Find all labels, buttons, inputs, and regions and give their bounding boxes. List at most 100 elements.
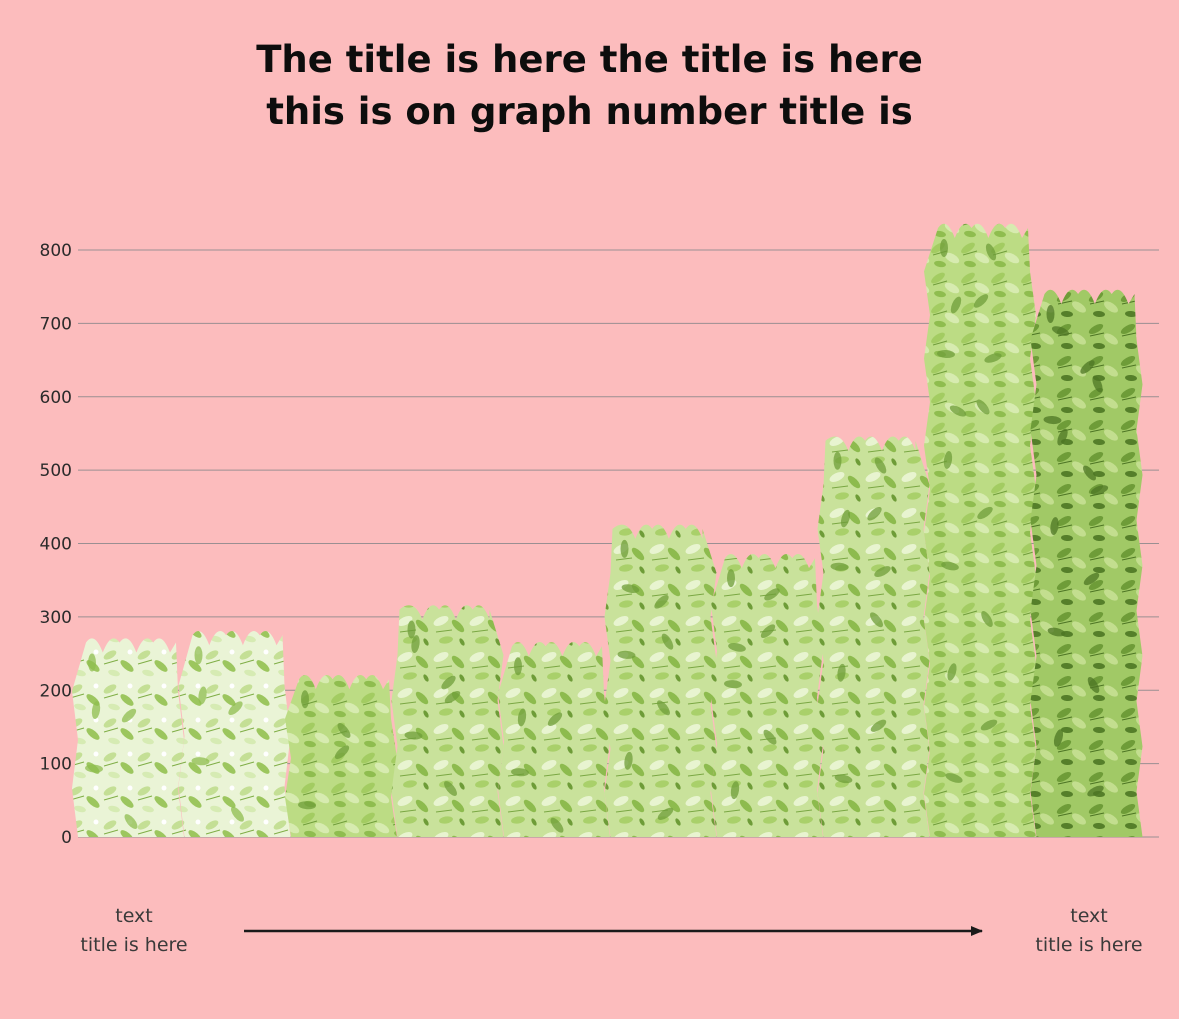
- leaf-icon: [1043, 415, 1062, 425]
- leaf-icon: [874, 457, 887, 474]
- leaf-icon: [945, 773, 963, 783]
- leaf-icon: [231, 806, 244, 822]
- caption-left: text title is here: [54, 902, 214, 960]
- caption-left-line-2: title is here: [80, 934, 188, 956]
- leaf-icon: [517, 708, 527, 727]
- leaf-icon: [977, 506, 993, 520]
- leaf-icon: [1046, 305, 1055, 324]
- leaf-icon: [441, 675, 456, 690]
- caption-right: text title is here: [1009, 902, 1169, 960]
- y-tick-label: 300: [40, 608, 72, 628]
- leaf-icon: [724, 680, 742, 689]
- leaf-icon: [617, 650, 636, 659]
- leaf-icon: [1047, 627, 1066, 637]
- caption-right-line-2: title is here: [1035, 934, 1143, 956]
- leaf-icon: [985, 243, 997, 261]
- foliage-bar: [817, 436, 930, 837]
- foliage-bar: [498, 641, 610, 837]
- leaf-icon: [88, 653, 96, 672]
- y-axis-ticks: 0 100 200 300 400 500 600 700 800: [40, 241, 72, 848]
- y-tick-label: 0: [61, 828, 72, 848]
- foliage-bar: [285, 675, 397, 837]
- leaf-icon: [1090, 485, 1109, 495]
- foliage-bar-body: [604, 524, 717, 837]
- leaf-icon: [727, 569, 735, 588]
- leaf-icon: [550, 817, 564, 833]
- foliage-bar-body: [178, 630, 291, 837]
- y-tick-label: 400: [40, 535, 72, 555]
- leaf-icon: [867, 506, 882, 521]
- chart-title: The title is here the title is here this…: [0, 34, 1179, 138]
- leaf-icon: [1051, 326, 1070, 336]
- leaf-icon: [840, 509, 851, 528]
- foliage-bar-body: [1030, 289, 1143, 838]
- foliage-bar: [391, 605, 504, 837]
- leaf-icon: [950, 296, 962, 314]
- leaf-icon: [981, 611, 993, 627]
- caption-left-line-1: text: [115, 905, 153, 927]
- bars-layer: [72, 223, 1143, 838]
- leaf-icon: [973, 294, 989, 308]
- foliage-bar: [924, 223, 1036, 838]
- leaf-icon: [980, 719, 998, 731]
- leaf-icon: [1087, 785, 1104, 797]
- foliage-bar: [1030, 289, 1143, 838]
- leaf-icon: [191, 757, 210, 766]
- caption-right-line-1: text: [1070, 905, 1108, 927]
- foliage-bar: [72, 638, 184, 837]
- leaf-icon: [654, 595, 669, 609]
- y-tick-label: 500: [40, 461, 72, 481]
- leaf-icon: [407, 620, 416, 639]
- leaf-icon: [1050, 517, 1059, 535]
- leaf-icon: [837, 663, 846, 682]
- leaf-icon: [661, 633, 674, 650]
- leaf-icon: [301, 690, 309, 709]
- leaf-icon: [730, 781, 740, 800]
- leaf-icon: [624, 751, 633, 770]
- foliage-bar-body: [711, 553, 823, 837]
- leaf-icon: [874, 566, 891, 577]
- leaf-icon: [763, 729, 777, 745]
- leaf-icon: [411, 635, 420, 654]
- leaf-icon: [91, 701, 101, 720]
- foliage-bar-body: [924, 223, 1036, 838]
- leaf-icon: [764, 588, 780, 601]
- leaf-icon: [404, 731, 423, 740]
- leaf-icon: [334, 745, 350, 760]
- leaf-icon: [943, 451, 953, 469]
- leaf-icon: [1053, 729, 1064, 747]
- foliage-bar: [178, 630, 291, 837]
- leaf-icon: [1083, 465, 1096, 481]
- leaf-icon: [1083, 572, 1100, 586]
- leaf-icon: [833, 451, 842, 470]
- y-tick-label: 800: [40, 241, 72, 261]
- leaf-icon: [657, 807, 674, 820]
- foliage-bar-body: [72, 638, 184, 837]
- y-tick-label: 200: [40, 681, 72, 701]
- leaf-icon: [444, 690, 461, 704]
- leaf-icon: [620, 539, 629, 558]
- leaf-icon: [949, 405, 967, 417]
- leaf-icon: [1080, 360, 1095, 374]
- leaf-icon: [298, 801, 316, 810]
- leaf-icon: [337, 723, 351, 738]
- foliage-bar-body: [498, 641, 610, 837]
- foliage-bar-body: [391, 605, 504, 837]
- leaf-icon: [124, 814, 138, 829]
- leaf-icon: [198, 686, 207, 705]
- leaf-icon: [1087, 677, 1100, 694]
- leaf-icon: [444, 781, 457, 796]
- leaf-icon: [760, 624, 776, 638]
- leaf-icon: [834, 774, 853, 784]
- leaf-icon: [1092, 375, 1103, 393]
- leaf-icon: [984, 353, 1002, 363]
- leaf-icon: [85, 764, 103, 773]
- y-tick-label: 700: [40, 314, 72, 334]
- foliage-bar-body: [817, 436, 930, 837]
- y-tick-label: 600: [40, 388, 72, 408]
- leaf-icon: [976, 399, 990, 415]
- leaf-icon: [228, 701, 243, 716]
- foliage-bar: [604, 524, 717, 837]
- leaf-icon: [870, 719, 887, 732]
